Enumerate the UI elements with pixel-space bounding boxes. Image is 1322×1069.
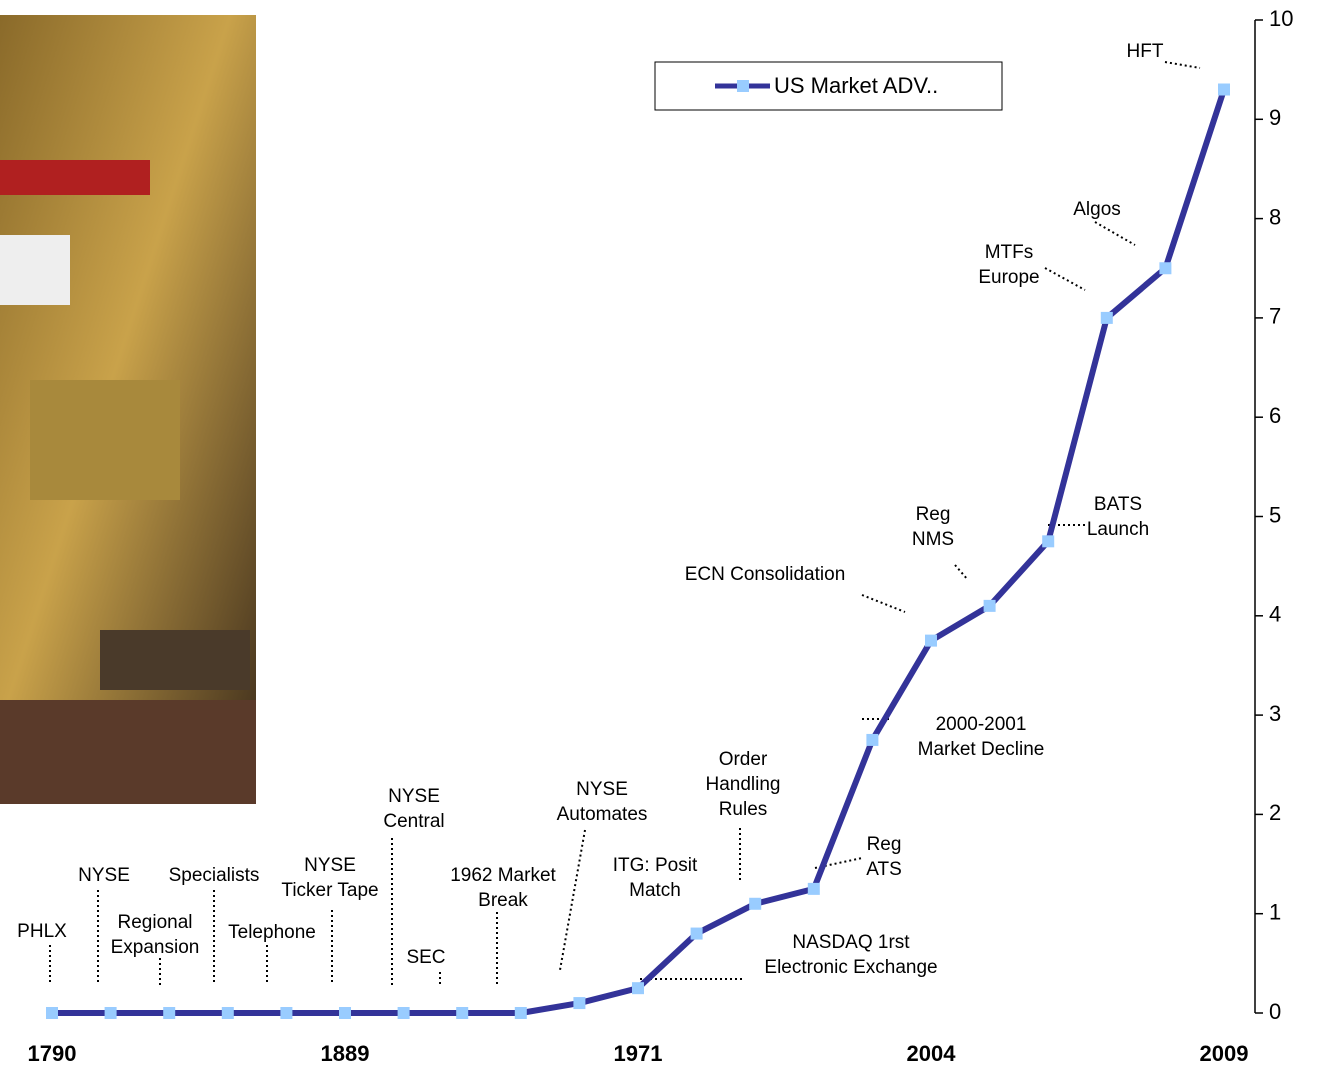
- y-tick-label: 2: [1269, 800, 1281, 825]
- y-tick-label: 3: [1269, 701, 1281, 726]
- y-tick-label: 9: [1269, 105, 1281, 130]
- annotation-leader: [954, 564, 969, 581]
- data-point: [1042, 535, 1055, 548]
- data-point: [925, 634, 937, 647]
- annotation: Regional: [118, 912, 193, 933]
- annotation: SEC: [406, 947, 445, 968]
- y-tick-label: 1: [1269, 900, 1281, 925]
- annotation: NYSE: [78, 865, 130, 886]
- data-point: [280, 1007, 293, 1019]
- annotation: Break: [478, 890, 528, 911]
- data-point: [749, 897, 762, 910]
- annotation-leader: [861, 594, 906, 613]
- annotation: Launch: [1087, 519, 1149, 540]
- data-point: [397, 1007, 410, 1019]
- annotation-leader: [1094, 221, 1136, 246]
- legend-label: US Market ADV..: [774, 73, 938, 98]
- x-tick-label: 1889: [321, 1041, 370, 1066]
- y-tick-label: 5: [1269, 502, 1281, 527]
- annotation: Expansion: [111, 937, 200, 958]
- annotation-leader: [1044, 267, 1086, 291]
- annotation: BATS: [1094, 494, 1142, 515]
- annotation: 1962 Market: [450, 865, 556, 886]
- data-point: [163, 1007, 176, 1019]
- data-point: [573, 997, 586, 1010]
- annotation: NYSE: [576, 779, 628, 800]
- annotation: ATS: [866, 859, 902, 880]
- annotation: Reg: [916, 504, 951, 525]
- data-point: [1100, 311, 1113, 324]
- data-point: [1218, 83, 1230, 96]
- x-tick-label: 2009: [1200, 1041, 1249, 1066]
- annotation: Algos: [1073, 199, 1121, 220]
- data-point: [339, 1007, 351, 1019]
- annotation: ITG: Posit: [613, 855, 698, 876]
- data-point: [866, 733, 879, 746]
- data-point: [807, 882, 820, 895]
- trading-floor-photo: [0, 15, 256, 804]
- y-tick-label: 0: [1269, 999, 1281, 1024]
- annotation: MTFs: [985, 242, 1034, 263]
- annotation: NYSE: [304, 855, 356, 876]
- annotation: Automates: [557, 804, 648, 825]
- annotation-leader: [1164, 61, 1201, 69]
- data-point: [46, 1007, 58, 1019]
- data-point: [104, 1007, 117, 1019]
- data-point: [690, 927, 703, 940]
- x-tick-label: 1790: [28, 1041, 77, 1066]
- annotation: NYSE: [388, 786, 440, 807]
- annotation: Match: [629, 880, 681, 901]
- annotation: Rules: [719, 799, 768, 820]
- legend: US Market ADV..: [654, 61, 1003, 111]
- annotation: Electronic Exchange: [764, 957, 937, 978]
- annotation: Market Decline: [918, 739, 1045, 760]
- data-point: [632, 982, 644, 995]
- annotation: Ticker Tape: [281, 880, 378, 901]
- annotation: Order: [719, 749, 768, 770]
- y-tick-label: 10: [1269, 6, 1293, 31]
- x-tick-label: 2004: [907, 1041, 957, 1066]
- x-tick-label: 1971: [614, 1041, 663, 1066]
- annotation: ECN Consolidation: [685, 564, 846, 585]
- annotation-leader: [559, 829, 586, 971]
- data-point: [983, 599, 996, 612]
- data-point: [514, 1007, 527, 1019]
- y-tick-label: 4: [1269, 602, 1281, 627]
- annotation: NASDAQ 1rst: [792, 932, 910, 953]
- annotation: Reg: [867, 834, 902, 855]
- y-tick-label: 8: [1269, 204, 1281, 229]
- y-tick-label: 7: [1269, 304, 1281, 329]
- annotation: Telephone: [228, 922, 316, 943]
- annotation: NMS: [912, 529, 954, 550]
- annotation-leader: [814, 857, 863, 869]
- annotation: Central: [383, 811, 444, 832]
- annotation: 2000-2001: [936, 714, 1027, 735]
- annotation: PHLX: [17, 921, 67, 942]
- annotation: Handling: [706, 774, 781, 795]
- annotation: Europe: [978, 267, 1039, 288]
- data-point: [456, 1007, 469, 1019]
- y-tick-label: 6: [1269, 403, 1281, 428]
- annotation: Specialists: [169, 865, 260, 886]
- data-point: [221, 1007, 234, 1019]
- data-point: [1159, 262, 1172, 275]
- annotation: HFT: [1127, 41, 1164, 62]
